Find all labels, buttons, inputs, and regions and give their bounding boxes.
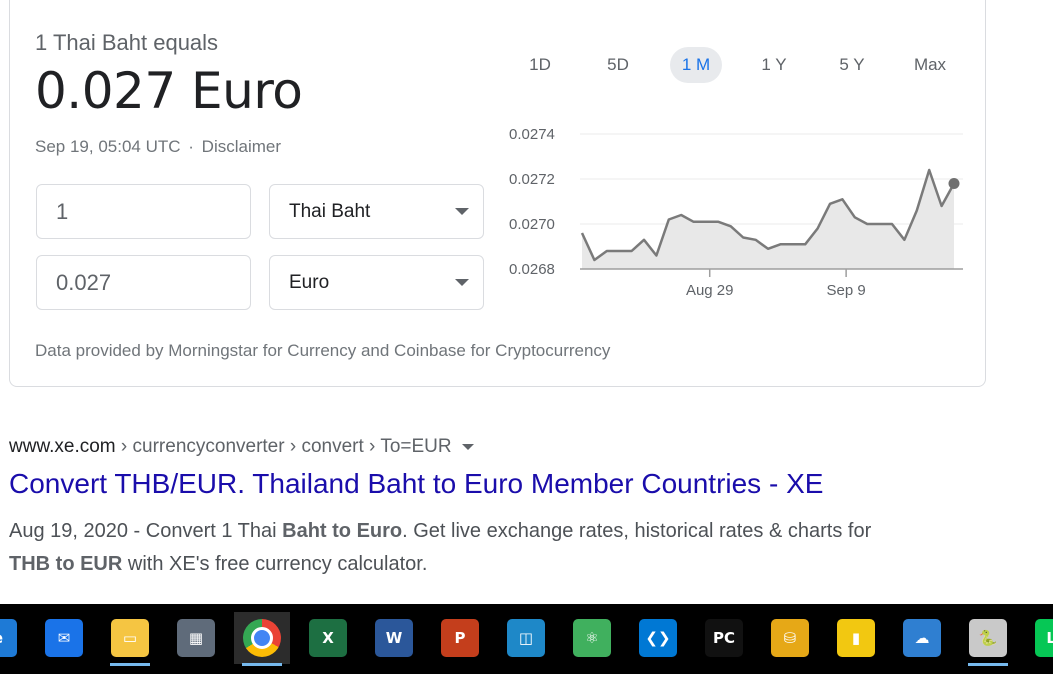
- cloud-settings-taskbar-button[interactable]: ☁: [894, 612, 950, 664]
- result-title-link[interactable]: Convert THB/EUR. Thailand Baht to Euro M…: [9, 468, 824, 499]
- atom-taskbar-button[interactable]: ⚛: [564, 612, 620, 664]
- power-bi-icon: ▮: [837, 619, 875, 657]
- powerpoint-taskbar-button[interactable]: P: [432, 612, 488, 664]
- result-snippet: Aug 19, 2020 - Convert 1 Thai Baht to Eu…: [9, 515, 909, 581]
- line-icon: LI: [1035, 619, 1053, 657]
- range-tab-5d[interactable]: 5D: [607, 55, 629, 74]
- line-taskbar-button[interactable]: LI: [1026, 612, 1053, 664]
- y-tick-label: 0.0268: [509, 261, 555, 278]
- excel-icon: X: [309, 619, 347, 657]
- x-tick-label: Sep 9: [827, 282, 866, 299]
- from-amount-input[interactable]: 1: [36, 184, 251, 239]
- timestamp: Sep 19, 05:04 UTC: [35, 137, 181, 156]
- chevron-down-icon: [455, 208, 469, 215]
- separator: ·: [188, 137, 194, 156]
- mail-taskbar-button[interactable]: ✉: [36, 612, 92, 664]
- calculator-taskbar-button[interactable]: ▦: [168, 612, 224, 664]
- result-domain: www.xe.com: [9, 436, 116, 457]
- app-window-icon: ◫: [507, 619, 545, 657]
- range-tab-1y[interactable]: 1 Y: [761, 55, 787, 74]
- vscode-icon: ❮❯: [639, 619, 677, 657]
- vscode-taskbar-button[interactable]: ❮❯: [630, 612, 686, 664]
- to-currency-label: Euro: [289, 271, 330, 293]
- snippet-highlight: Baht to Euro: [282, 520, 403, 542]
- exchange-rate-chart[interactable]: 0.0274 0.0272 0.0270 0.0268 Aug 29 Sep 9: [505, 118, 970, 308]
- disclaimer-link[interactable]: Disclaimer: [201, 137, 282, 156]
- chrome-taskbar-button[interactable]: [234, 612, 290, 666]
- chevron-down-icon: [455, 279, 469, 286]
- snippet-text: . Get live exchange rates, historical ra…: [402, 520, 872, 542]
- chrome-icon: [243, 619, 281, 657]
- conversion-label: 1 Thai Baht equals: [35, 30, 219, 55]
- running-indicator: [110, 663, 150, 666]
- running-indicator: [968, 663, 1008, 666]
- snippet-text: with XE's free currency calculator.: [122, 553, 428, 575]
- windows-taskbar: e ✉ ▭ ▦ XWP ◫ ⚛ ❮❯ PC ⛁ ▮ ☁ 🐍 LI: [0, 604, 1053, 674]
- from-currency-label: Thai Baht: [289, 200, 371, 222]
- timestamp-line: Sep 19, 05:04 UTC · Disclaimer: [35, 137, 281, 157]
- data-attribution: Data provided by Morningstar for Currenc…: [35, 341, 611, 360]
- word-taskbar-button[interactable]: W: [366, 612, 422, 664]
- atom-icon: ⚛: [573, 619, 611, 657]
- result-menu-icon[interactable]: [461, 443, 474, 450]
- conversion-rate: 0.027 Euro: [35, 62, 303, 120]
- power-bi-taskbar-button[interactable]: ▮: [828, 612, 884, 664]
- range-tab-max[interactable]: Max: [913, 55, 947, 74]
- to-amount-input[interactable]: 0.027: [36, 255, 251, 310]
- powerpoint-icon: P: [441, 619, 479, 657]
- from-currency-select[interactable]: Thai Baht: [269, 184, 484, 239]
- snippet-highlight: THB to EUR: [9, 553, 123, 575]
- app-window-taskbar-button[interactable]: ◫: [498, 612, 554, 664]
- range-tab-1m[interactable]: 1 M: [670, 47, 722, 83]
- latest-point-marker: [948, 178, 960, 189]
- to-currency-select[interactable]: Euro: [269, 255, 484, 310]
- rate-area: [582, 170, 954, 269]
- file-explorer-icon: ▭: [111, 619, 149, 657]
- calculator-icon: ▦: [177, 619, 215, 657]
- file-explorer-taskbar-button[interactable]: ▭: [102, 612, 158, 666]
- pycharm-taskbar-button[interactable]: PC: [696, 612, 752, 664]
- result-path: › currencyconverter › convert › To=EUR: [115, 436, 452, 457]
- rate-line: [580, 168, 956, 262]
- y-tick-label: 0.0272: [509, 171, 555, 188]
- python-file-taskbar-button[interactable]: 🐍: [960, 612, 1016, 666]
- result-breadcrumb: www.xe.com › currencyconverter › convert…: [9, 436, 474, 458]
- edge-icon: e: [0, 619, 17, 657]
- python-file-icon: 🐍: [969, 619, 1007, 657]
- chrome-center: [251, 627, 273, 649]
- word-icon: W: [375, 619, 413, 657]
- database-tool-icon: ⛁: [771, 619, 809, 657]
- cloud-settings-icon: ☁: [903, 619, 941, 657]
- excel-taskbar-button[interactable]: X: [300, 612, 356, 664]
- pycharm-icon: PC: [705, 619, 743, 657]
- mail-icon: ✉: [45, 619, 83, 657]
- snippet-text: - Convert 1 Thai: [128, 520, 283, 542]
- range-tab-5y[interactable]: 5 Y: [839, 55, 865, 74]
- database-tool-taskbar-button[interactable]: ⛁: [762, 612, 818, 664]
- edge-taskbar-button[interactable]: e: [0, 612, 26, 664]
- y-tick-label: 0.0270: [509, 216, 555, 233]
- running-indicator: [242, 663, 282, 666]
- x-tick-label: Aug 29: [686, 282, 734, 299]
- snippet-date: Aug 19, 2020: [9, 520, 128, 542]
- range-tab-1d[interactable]: 1D: [529, 55, 551, 74]
- y-tick-label: 0.0274: [509, 126, 555, 143]
